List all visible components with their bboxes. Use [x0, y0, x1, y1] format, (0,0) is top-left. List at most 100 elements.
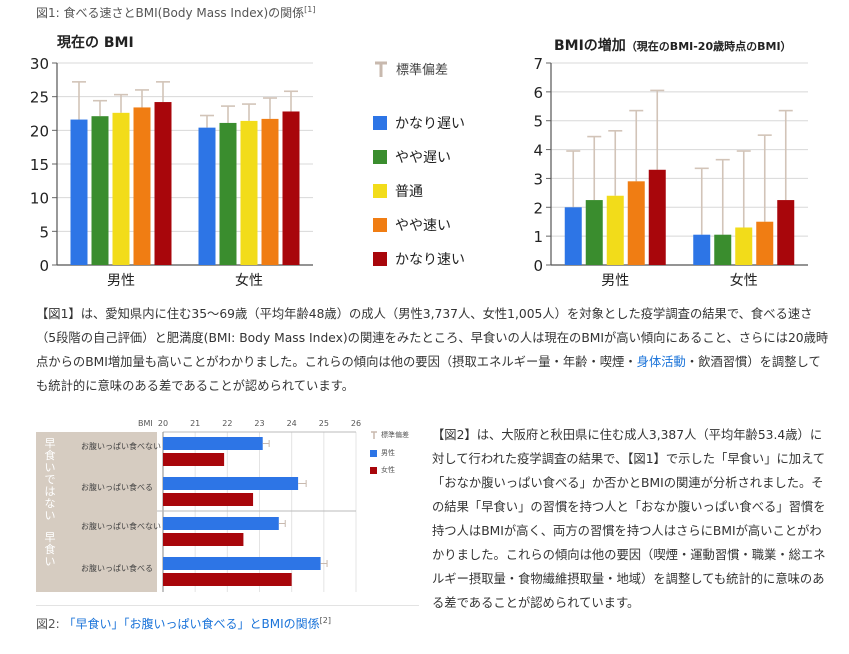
y-tick-label: 15: [30, 156, 49, 174]
bar: [777, 200, 795, 265]
hbar: [163, 573, 292, 586]
fig2-row-header-panel: [36, 432, 157, 592]
bar: [198, 127, 216, 265]
y-tick-label: 10: [30, 190, 49, 208]
paragraph-2: 【図2】は、大阪府と秋田県に住む成人3,387人（平均年齢53.4歳）に対して行…: [432, 428, 826, 610]
x-tick-label: 22: [222, 419, 232, 428]
bar: [70, 119, 88, 265]
bar: [735, 227, 753, 265]
hbar: [163, 477, 299, 490]
legend-swatch: [373, 150, 387, 164]
legend-label: かなり遅い: [395, 116, 465, 132]
x-tick-label: 23: [254, 419, 264, 428]
legend-item-2: 普通: [373, 181, 423, 201]
y-tick-label: 2: [533, 199, 543, 217]
bar: [693, 234, 711, 265]
legend2-female: 女性: [370, 465, 409, 475]
y-tick-label: 30: [30, 55, 49, 73]
bar: [133, 107, 151, 265]
fig2-row-label: お腹いっぱい食べない: [81, 522, 161, 531]
x-tick-label: 24: [287, 419, 297, 428]
x-tick-label: 25: [319, 419, 329, 428]
sd-icon: [373, 61, 389, 77]
legend-item-3: やや速い: [373, 215, 451, 235]
legend-swatch: [373, 116, 387, 130]
y-tick-label: 3: [533, 170, 543, 188]
chart1-title: 現在の BMI: [57, 35, 134, 51]
fig1-caption-text: 図1: 食べる速さとBMI(Body Mass Index)の関係: [36, 6, 305, 20]
y-tick-label: 0: [533, 257, 543, 275]
bar: [714, 234, 732, 265]
chart2-title: BMIの増加（現在のBMI-20歳時点のBMI）: [554, 35, 792, 55]
fig2-ref[interactable]: [2]: [319, 616, 331, 625]
bar: [564, 207, 582, 265]
x-category-label: 女性: [730, 272, 758, 289]
fig2-chart-area: 早食いではない 早食い お腹いっぱい食べない お腹いっぱい食べる お腹いっぱい食…: [36, 432, 356, 592]
legend-item-1: やや遅い: [373, 147, 451, 167]
bar: [282, 111, 300, 265]
legend-swatch: [370, 466, 377, 474]
hbar: [163, 453, 225, 466]
chart1-legend: 標準偏差 かなり遅い やや遅い 普通 やや速い かなり速い: [373, 57, 503, 277]
x-tick-label: 21: [190, 419, 200, 428]
legend-label: かなり速い: [395, 252, 465, 268]
x-category-label: 女性: [235, 272, 263, 289]
bar: [261, 118, 279, 266]
y-tick-label: 4: [533, 142, 543, 160]
chart2-subtitle: （現在のBMI-20歳時点のBMI）: [625, 40, 792, 53]
y-tick-label: 0: [39, 257, 49, 275]
legend-label: やや速い: [395, 218, 451, 234]
bar: [648, 169, 666, 265]
fig1-ref[interactable]: [1]: [304, 5, 316, 14]
fig2-row-label: お腹いっぱい食べる: [81, 483, 153, 492]
chart2-title-main: BMIの増加: [554, 38, 626, 54]
legend2-male-label: 男性: [381, 449, 395, 457]
sd-icon: [370, 431, 378, 439]
fig2-group-label: 早食いではない: [44, 437, 56, 522]
bar: [606, 195, 624, 265]
bar: [240, 120, 258, 265]
bar: [756, 221, 774, 265]
para1-text-end: ・飲酒習慣）を調整しても統計的に意味のある差であることが認められています。: [36, 355, 821, 393]
legend-item-0: かなり遅い: [373, 113, 465, 133]
bar: [154, 102, 172, 265]
x-axis-label: BMI: [138, 419, 153, 428]
bar: [585, 200, 603, 265]
physical-activity-link[interactable]: 身体活動: [636, 355, 686, 369]
y-tick-label: 20: [30, 122, 49, 140]
hbar: [163, 437, 263, 450]
x-category-label: 男性: [601, 273, 629, 289]
y-tick-label: 7: [533, 55, 543, 73]
x-category-label: 男性: [107, 273, 135, 289]
bar: [91, 116, 109, 266]
fig2-row-label: お腹いっぱい食べる: [81, 564, 153, 573]
legend-sd: 標準偏差: [373, 59, 448, 78]
y-tick-label: 6: [533, 84, 543, 102]
legend-item-4: かなり速い: [373, 249, 465, 269]
y-tick-label: 25: [30, 89, 49, 107]
legend-swatch: [373, 218, 387, 232]
fig2-caption-rule: [36, 605, 419, 606]
fig2-group-label: 早食い: [44, 531, 56, 568]
legend-swatch: [373, 252, 387, 266]
chart3-legend: 標準偏差 男性 女性: [370, 430, 409, 475]
hbar: [163, 557, 321, 570]
bar: [627, 181, 645, 265]
fig2-caption-prefix: 図2:: [36, 617, 64, 631]
x-tick-label: 26: [351, 419, 361, 428]
fig1-caption: 図1: 食べる速さとBMI(Body Mass Index)の関係[1]: [36, 4, 316, 21]
y-tick-label: 5: [533, 113, 543, 131]
x-tick-label: 20: [158, 419, 168, 428]
legend-swatch: [373, 184, 387, 198]
legend-label: やや遅い: [395, 150, 451, 166]
fig2-caption: 図2: 「早食い」「お腹いっぱい食べる」とBMIの関係[2]: [36, 615, 331, 632]
legend2-male: 男性: [370, 448, 409, 458]
para1-text: 【図1】は、愛知県内に住む35〜69歳（平均年齢48歳）の成人（男性3,737人…: [36, 307, 829, 369]
bar: [112, 112, 130, 266]
legend2-female-label: 女性: [381, 466, 395, 474]
y-tick-label: 5: [39, 223, 49, 241]
fig2-caption-link[interactable]: 「早食い」「お腹いっぱい食べる」とBMIの関係: [63, 617, 320, 631]
hbar: [163, 533, 244, 546]
legend-sd-label: 標準偏差: [396, 63, 449, 78]
